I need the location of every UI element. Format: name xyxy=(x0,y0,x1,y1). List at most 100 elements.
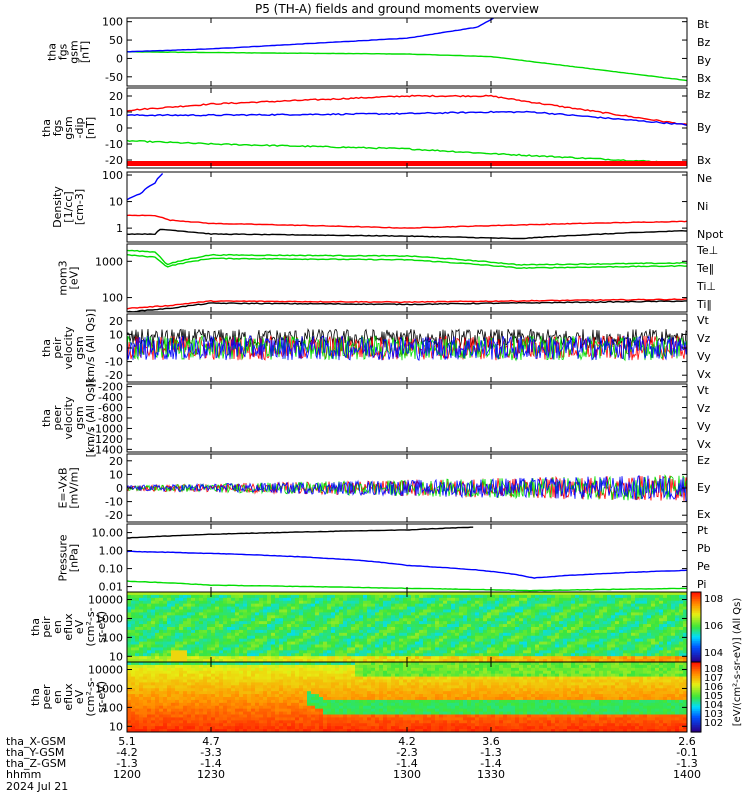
spectrogram-cell xyxy=(367,647,372,651)
spectrogram-cell xyxy=(287,647,292,651)
colorbar-cell xyxy=(691,613,701,616)
spectrogram-cell xyxy=(295,597,300,602)
spectrogram-cell xyxy=(463,638,468,643)
spectrogram-cell xyxy=(339,615,344,619)
spectrogram-cell xyxy=(647,647,652,651)
spectrogram-cell xyxy=(319,594,324,599)
spectrogram-cell xyxy=(167,627,172,631)
spectrogram-cell xyxy=(595,618,600,622)
spectrogram-cell xyxy=(235,714,240,719)
spectrogram-cell xyxy=(203,629,208,634)
spectrogram-cell xyxy=(179,711,184,716)
spectrogram-cell xyxy=(411,635,416,640)
spectrogram-cell xyxy=(263,629,268,634)
spectrogram-cell xyxy=(167,664,172,669)
spectrogram-cell xyxy=(599,629,604,634)
spectrogram-cell xyxy=(555,606,560,611)
spectrogram-cell xyxy=(135,609,140,614)
spectrogram-cell xyxy=(299,670,304,675)
spectrogram-cell xyxy=(299,662,304,666)
spectrogram-cell xyxy=(467,612,472,616)
spectrogram-cell xyxy=(575,644,580,649)
spectrogram-cell xyxy=(507,638,512,643)
spectrogram-cell xyxy=(139,632,144,637)
spectrogram-cell xyxy=(495,635,500,640)
spectrogram-cell xyxy=(667,627,672,631)
spectrogram-cell xyxy=(139,664,144,669)
spectrogram-cell xyxy=(443,659,448,662)
spectrogram-cell xyxy=(199,667,204,672)
spectrogram-cell xyxy=(283,656,288,660)
spectrogram-cell xyxy=(371,597,376,602)
spectrogram-cell xyxy=(139,682,144,686)
spectrogram-cell xyxy=(583,635,588,640)
spectrogram-cell xyxy=(263,711,268,716)
spectrogram-cell xyxy=(159,635,164,640)
spectrogram-cell xyxy=(507,656,512,660)
spectrogram-cell xyxy=(219,717,224,721)
spectrogram-cell xyxy=(235,597,240,602)
spectrogram-cell xyxy=(143,676,148,681)
spectrogram-cell xyxy=(363,629,368,634)
spectrogram-cell xyxy=(203,632,208,637)
spectrogram-cell xyxy=(335,650,340,654)
spectrogram-cell xyxy=(539,621,544,625)
spectrogram-cell xyxy=(183,662,188,666)
spectrogram-cell xyxy=(643,603,648,608)
spectrogram-cell xyxy=(463,609,468,614)
spectrogram-cell xyxy=(259,688,264,692)
y-tick-label: -1000 xyxy=(91,422,123,435)
spectrogram-cell xyxy=(387,594,392,599)
spectrogram-cell xyxy=(543,597,548,602)
spectrogram-cell xyxy=(131,664,136,669)
spectrogram-cell xyxy=(323,697,328,701)
spectrogram-cell xyxy=(599,641,604,646)
spectrogram-cell xyxy=(671,647,676,651)
spectrogram-cell xyxy=(347,656,352,660)
colorbar-cell xyxy=(691,602,701,605)
spectrogram-cell xyxy=(639,635,644,640)
spectrogram-cell xyxy=(507,635,512,640)
spectrogram-cell xyxy=(135,664,140,669)
spectrogram-cell xyxy=(571,606,576,611)
spectrogram-cell xyxy=(171,592,176,596)
spectrogram-cell xyxy=(171,659,176,662)
spectrogram-cell xyxy=(635,615,640,619)
spectrogram-cell xyxy=(407,603,412,608)
spectrogram-cell xyxy=(451,653,456,657)
spectrogram-cell xyxy=(347,609,352,614)
spectrogram-cell xyxy=(651,635,656,640)
spectrogram-cell xyxy=(383,627,388,631)
spectrogram-cell xyxy=(523,606,528,611)
spectrogram-cell xyxy=(127,714,132,719)
spectrogram-cell xyxy=(547,638,552,643)
spectrogram-cell xyxy=(319,629,324,634)
spectrogram-cell xyxy=(579,644,584,649)
spectrogram-cell xyxy=(307,667,312,672)
spectrogram-cell xyxy=(507,659,512,662)
spectrogram-cell xyxy=(187,667,192,672)
series-line-Ez xyxy=(127,475,687,502)
spectrogram-cell xyxy=(179,656,184,660)
spectrogram-cell xyxy=(275,632,280,637)
spectrogram-cell xyxy=(415,650,420,654)
colorbar-cell xyxy=(691,630,701,633)
spectrogram-cell xyxy=(223,682,228,686)
spectrogram-cell xyxy=(179,600,184,605)
spectrogram-cell xyxy=(295,679,300,684)
spectrogram-cell xyxy=(479,618,484,622)
spectrogram-cell xyxy=(295,682,300,686)
spectrogram-cell xyxy=(331,659,336,662)
spectrogram-cell xyxy=(291,621,296,625)
spectrogram-cell xyxy=(207,638,212,643)
spectrogram-cell xyxy=(167,679,172,684)
spectrogram-cell xyxy=(491,603,496,608)
spectrogram-cell xyxy=(471,606,476,611)
spectrogram-cell xyxy=(127,641,132,646)
legend-entry: Vt xyxy=(697,384,710,397)
spectrogram-cell xyxy=(307,726,312,730)
spectrogram-cell xyxy=(183,629,188,634)
spectrogram-cell xyxy=(291,699,296,704)
spectrogram-cell xyxy=(555,592,560,596)
